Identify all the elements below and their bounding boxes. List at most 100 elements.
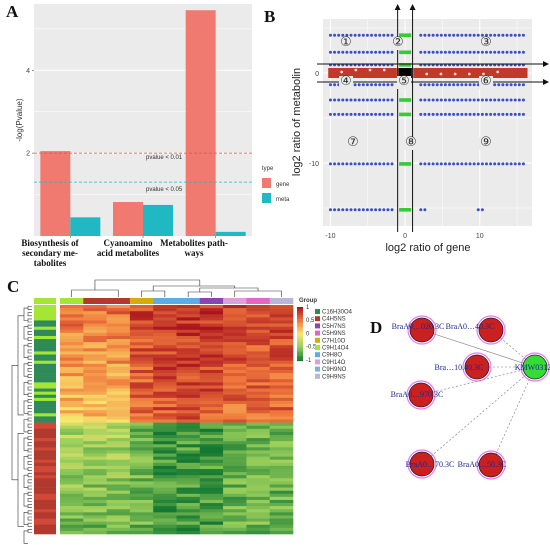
panel-c-heatmap-cell <box>153 345 177 349</box>
panel-c-group-swatch <box>315 366 320 372</box>
panel-b-x-tick-label: 10 <box>476 233 484 240</box>
panel-c-heatmap-cell <box>129 416 154 420</box>
panel-c-heatmap-cell <box>60 444 84 448</box>
panel-b-x-tick-label: 0 <box>403 233 407 240</box>
panel-c-heatmap-cell <box>269 382 294 386</box>
panel-c-heatmap-cell <box>269 512 294 516</box>
panel-b-y-label: log2 ratio of metabolin <box>291 68 303 176</box>
panel-b-point <box>443 112 447 116</box>
panel-c-heatmap-cell <box>176 320 201 324</box>
panel-b-point <box>370 112 374 116</box>
panel-b-point <box>513 162 517 166</box>
panel-b-point <box>464 50 468 54</box>
panel-c-heatmap-cell <box>106 425 131 430</box>
panel-c-heatmap-cell <box>199 366 224 371</box>
panel-c-heatmap-cell <box>176 382 201 386</box>
panel-b-point <box>390 208 394 212</box>
panel-c-heatmap-cell <box>246 475 270 479</box>
panel-c-heatmap-cell <box>60 419 84 423</box>
panel-b-quadrant-bg <box>339 76 353 89</box>
panel-c-heatmap-cell <box>129 509 154 513</box>
panel-c-heatmap-cell <box>153 366 177 371</box>
panel-b-point <box>505 98 509 102</box>
panel-c-heatmap-cell <box>153 450 177 454</box>
panel-c-row-annotation-cell <box>34 323 56 327</box>
panel-c-scale-step <box>297 308 303 310</box>
panel-c-heatmap-cell <box>246 472 270 476</box>
panel-c-heatmap-cell <box>153 354 177 358</box>
panel-c-row-annotation-cell <box>34 320 56 324</box>
panel-b-point <box>365 50 369 54</box>
panel-b-center-point <box>467 72 471 76</box>
panel-c-row-annotation-cell <box>34 413 56 417</box>
panel-c-scale-step <box>297 359 303 362</box>
panel-c-row-annotation-cell <box>34 388 56 392</box>
panel-b-point <box>439 112 443 116</box>
panel-c-heatmap-cell <box>153 339 177 343</box>
panel-b-point <box>513 33 517 37</box>
panel-c-heatmap-cell <box>83 512 107 516</box>
panel-b-point <box>480 112 484 116</box>
panel-c-heatmap-cell <box>269 444 294 448</box>
panel-c-heatmap-cell <box>269 363 294 368</box>
panel-c-heatmap-cell <box>176 465 201 470</box>
panel-c-heatmap-cell <box>106 428 131 433</box>
panel-b-point <box>337 112 341 116</box>
panel-c-heatmap-cell <box>199 481 224 485</box>
panel-c-heatmap-cell <box>269 431 294 436</box>
panel-c-heatmap-cell <box>246 373 270 377</box>
panel-c-scale-step <box>297 309 303 312</box>
panel-c-heatmap-cell <box>223 351 247 355</box>
panel-b-point <box>333 112 337 116</box>
panel-c-heatmap-cell <box>153 459 177 464</box>
panel-c-scale-step <box>297 358 303 360</box>
panel-c-heatmap-cell <box>83 369 107 374</box>
panel-c-heatmap-cell <box>106 348 131 352</box>
panel-c-heatmap-cell <box>60 382 84 386</box>
panel-c-heatmap-cell <box>246 323 270 327</box>
panel-b-quadrant-label: ① <box>340 35 352 50</box>
panel-b-point <box>386 83 390 87</box>
panel-c-heatmap-cell <box>246 459 270 464</box>
panel-c-heatmap-cell <box>153 456 177 461</box>
panel-c-heatmap-cell <box>60 366 84 371</box>
panel-c-row-annotation-cell <box>34 459 56 464</box>
panel-d-node-halo <box>407 449 437 479</box>
panel-c-heatmap-cell <box>269 478 294 482</box>
panel-a-x-label: Cyanoamino <box>103 238 153 248</box>
panel-c-heatmap-cell <box>269 305 294 309</box>
panel-b-point <box>501 112 505 116</box>
panel-c-heatmap-cell <box>60 441 84 445</box>
panel-b-point <box>427 83 431 87</box>
panel-c-heatmap-cell <box>153 351 177 355</box>
panel-c-row-annotation-cell <box>34 329 56 334</box>
panel-c-heatmap-cell <box>129 506 154 510</box>
panel-c-heatmap-cell <box>60 410 84 414</box>
panel-c-row-annotation-cell <box>34 317 56 321</box>
panel-c-heatmap-cell <box>223 317 247 321</box>
panel-b-point <box>472 33 476 37</box>
panel-b-point <box>452 50 456 54</box>
panel-b-quadrant-label: ② <box>392 35 404 50</box>
panel-b-point <box>505 162 509 166</box>
panel-b-quadrant-label: ⑦ <box>347 135 359 150</box>
panel-c-heatmap-cell <box>153 317 177 321</box>
panel-c-heatmap-cell <box>223 478 247 482</box>
panel-c-heatmap-cell <box>223 397 247 402</box>
panel-c-row-annotation-cell <box>34 305 56 309</box>
panel-c-heatmap-cell <box>129 335 154 340</box>
panel-c-heatmap-cell <box>153 469 177 473</box>
panel-c-heatmap-cell <box>223 305 247 309</box>
panel-c-heatmap-cell <box>83 335 107 340</box>
panel-c-heatmap-cell <box>129 332 154 337</box>
panel-b-point <box>361 98 365 102</box>
panel-c-column-dendrogram <box>199 287 259 292</box>
panel-b-point <box>501 33 505 37</box>
panel-c-heatmap-cell <box>83 397 107 402</box>
panel-b-point <box>382 50 386 54</box>
panel-c-heatmap-cell <box>223 512 247 516</box>
panel-c-heatmap-cell <box>106 366 131 371</box>
panel-c-row-annotation-cell <box>34 512 56 516</box>
panel-c-heatmap-cell <box>129 339 154 343</box>
panel-c-heatmap-cell <box>60 339 84 343</box>
